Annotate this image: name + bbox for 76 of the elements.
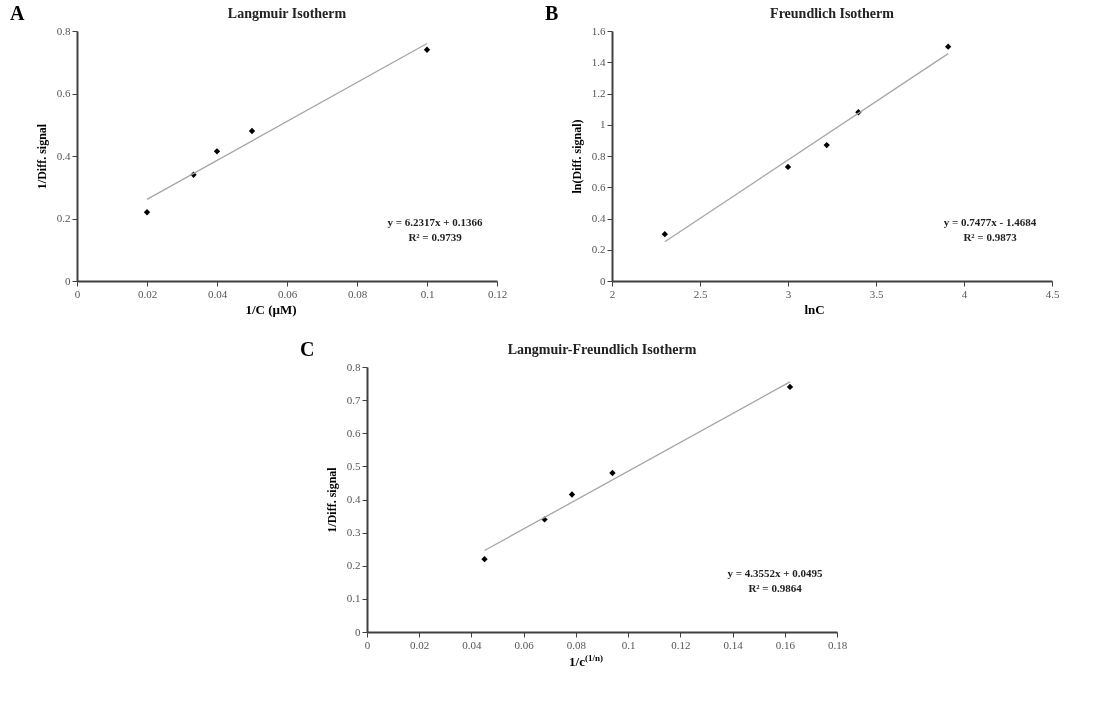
text: B — [545, 2, 559, 25]
y-tick-label: 0.7 — [346, 393, 361, 406]
point — [945, 43, 952, 50]
x-axis-title: 1/c$^{(1/n)}$ — [568, 653, 604, 671]
y-tick-label: 0.6 — [346, 426, 361, 439]
x-tick-label: 0.16 — [775, 638, 796, 651]
y-tick-label: 0.2 — [56, 212, 71, 224]
x-tick-label: 0.02 — [410, 638, 430, 651]
x-axis-title: lnC — [803, 302, 826, 318]
y-tick-label: 0 — [600, 274, 606, 287]
y-tick-label: 0.1 — [346, 592, 361, 605]
y-tick-label: 0.4 — [591, 212, 606, 224]
annotation: R² = 0.9864 — [748, 582, 803, 594]
y-tick-label: 1.4 — [591, 55, 606, 68]
y-axis-title: 1/Diff. signal — [34, 123, 49, 190]
x-tick-label: 2 — [609, 287, 616, 300]
y-tick-label: 1 — [600, 118, 606, 131]
y-tick-label: 0.2 — [591, 243, 606, 256]
x-tick-label: 0 — [364, 638, 371, 651]
x-tick-label: 0.04 — [207, 287, 228, 300]
y-tick-label: 0.4 — [56, 149, 71, 162]
x-tick-label: 2.5 — [693, 287, 708, 300]
point — [248, 127, 256, 135]
x-tick-label: 0.02 — [137, 287, 158, 300]
x-tick-label: 3.5 — [869, 287, 884, 300]
y-tick-label: 1.6 — [591, 24, 606, 37]
y-tick-label: 0.4 — [346, 493, 361, 505]
annotation: y = 6.2317x + 0.1366 — [387, 216, 484, 228]
x-tick-label: 0.1 — [420, 287, 435, 300]
y-tick-label: 0.6 — [591, 180, 606, 193]
annotation: R² = 0.9873 — [963, 231, 1018, 243]
x-tick-label: 0.06 — [277, 287, 298, 300]
x-tick-label: 0.12 — [671, 638, 691, 651]
y-tick-label: 0.3 — [346, 526, 361, 539]
x-tick-label: 0 — [74, 287, 81, 300]
chart-title: Freundlich Isotherm — [770, 6, 895, 21]
point — [786, 383, 794, 391]
x-tick-label: 0.04 — [462, 638, 483, 651]
chart-title: Langmuir Isotherm — [227, 6, 347, 21]
y-tick-label: 0 — [65, 274, 71, 287]
x-tick-label: 0.1 — [621, 638, 636, 651]
x-axis-title: 1/C (µM) — [244, 302, 298, 318]
point — [213, 148, 221, 155]
point — [143, 209, 151, 216]
y-tick-label: 1.2 — [591, 87, 606, 99]
x-tick-label: 4 — [961, 287, 968, 300]
y-tick-label: 0.8 — [56, 24, 71, 37]
y-axis-title: 1/Diff. signal — [324, 466, 339, 533]
y-axis-title: ln(Diff. signal) — [569, 119, 584, 194]
x-tick-label: 4.5 — [1045, 287, 1060, 300]
y-tick-label: 0.8 — [346, 360, 361, 373]
point — [661, 230, 668, 238]
chart-title: Langmuir-Freundlich Isotherm — [507, 342, 697, 357]
y-tick-label: 0 — [355, 625, 361, 638]
annotation: R² = 0.9739 — [408, 231, 463, 243]
point — [784, 163, 792, 171]
point — [609, 469, 616, 477]
y-tick-label: 0.6 — [56, 87, 71, 99]
y-tick-label: 0.2 — [346, 559, 361, 572]
annotation: y = 0.7477x - 1.4684 — [943, 216, 1037, 228]
x-tick-label: 0.06 — [514, 638, 535, 651]
annotation: y = 4.3552x + 0.0495 — [727, 567, 824, 579]
y-tick-label: 0.8 — [591, 149, 606, 162]
x-tick-label: 3 — [785, 287, 792, 300]
x-tick-label: 0.12 — [487, 287, 508, 300]
x-tick-label: 0.08 — [566, 638, 587, 651]
point — [823, 141, 830, 149]
x-tick-label: 0.14 — [723, 638, 744, 651]
point — [481, 555, 488, 563]
point — [568, 491, 576, 498]
point — [423, 46, 431, 53]
x-tick-label: 0.18 — [827, 638, 848, 651]
text: C — [300, 338, 315, 361]
x-tick-label: 0.08 — [347, 287, 368, 300]
text: A — [10, 2, 25, 25]
y-tick-label: 0.5 — [346, 459, 361, 472]
